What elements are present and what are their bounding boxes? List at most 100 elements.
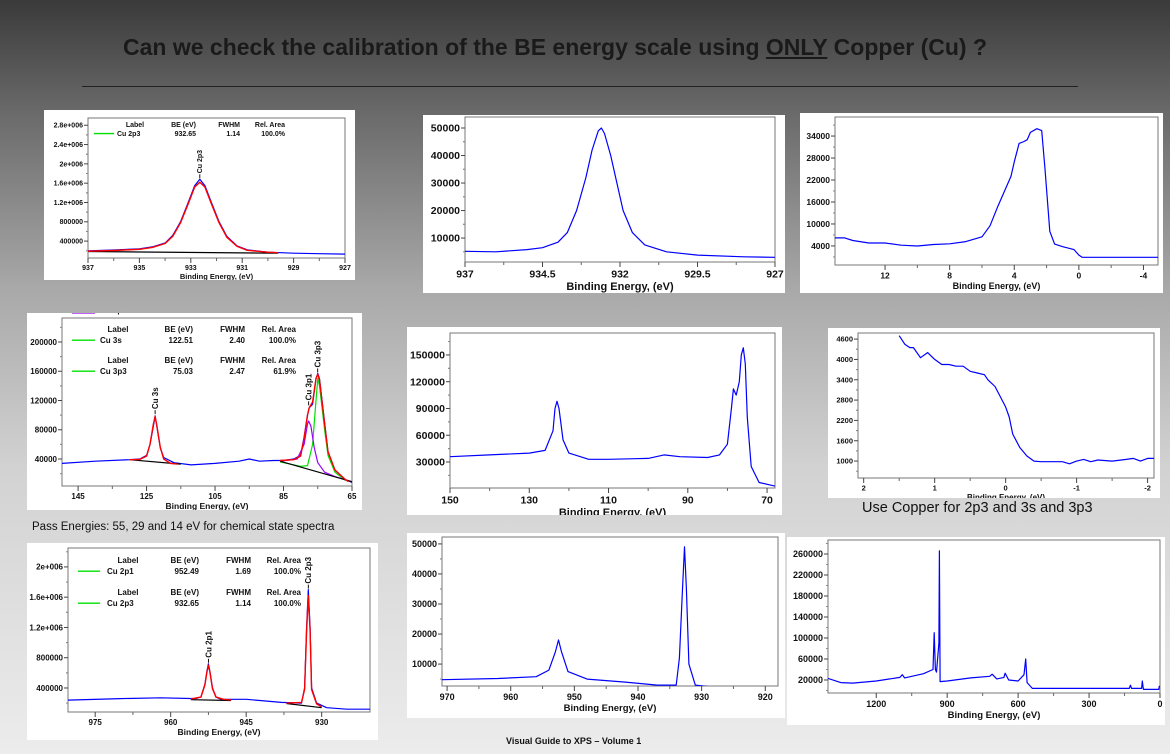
legend-area: 61.9%: [273, 367, 296, 376]
x-tick-label: 600: [1011, 699, 1026, 709]
y-tick-label: 40000: [35, 455, 58, 464]
x-tick-label: 975: [89, 718, 103, 727]
y-tick-label: 20000: [431, 205, 460, 217]
y-tick-label: 160000: [30, 367, 57, 376]
x-tick-label: 930: [694, 692, 709, 702]
chart-valence-band: 12 8 4 0 -4 Binding Energy, (eV) 4000 10000 1600…: [800, 113, 1163, 293]
legend-be: 77.67: [173, 313, 194, 315]
legend-fwhm: 1.14: [226, 131, 240, 138]
footer: Visual Guide to XPS – Volume 1: [506, 736, 642, 746]
x-tick-label: 934.5: [529, 269, 555, 281]
series-data: [465, 127, 775, 258]
chart-svg: 975 960 945 930 Binding Energy, (eV) 400000 80…: [29, 547, 371, 737]
x-tick-label: 970: [440, 692, 455, 702]
x-tick-label: 12: [880, 271, 890, 281]
y-tick-label: 10000: [806, 219, 830, 229]
x-axis-title: Binding Energy, (eV): [178, 727, 261, 737]
legend-header-fwhm: FWHM: [220, 325, 245, 334]
x-axis-title: Binding Energy, (eV): [559, 507, 667, 515]
chart-svg: 970 960 950 940 930 920 Binding Energy, (eV) 10…: [412, 536, 779, 714]
y-tick-label: 180000: [793, 591, 823, 601]
series-data: [835, 128, 1158, 258]
legend-fwhm: 2.64: [229, 313, 245, 315]
y-tick-label: 4600: [836, 335, 853, 344]
series-data: [442, 546, 709, 686]
y-tick-label: 4000: [811, 241, 830, 251]
legend-fwhm: 1.69: [235, 567, 251, 576]
title-text: Can we check the calibration of the BE e…: [123, 34, 766, 60]
chart-cu3s-3p-raw: 150 130 110 90 70 Binding Energy, (eV) 30000 60…: [407, 327, 782, 515]
x-axis-title: Binding Energy, (eV): [180, 272, 254, 280]
plot-area: [61, 317, 353, 487]
y-tick-label: 150000: [410, 350, 445, 362]
series-data: [450, 347, 775, 487]
chart-svg: 12 8 4 0 -4 Binding Energy, (eV) 4000 10000 1600…: [806, 116, 1159, 291]
y-tick-label: 3400: [836, 375, 853, 384]
x-tick-label: 960: [164, 718, 178, 727]
x-tick-label: 4: [1012, 271, 1017, 281]
x-tick-label: 105: [208, 492, 222, 501]
legend-header-label: Label: [118, 556, 139, 565]
legend-label: Cu 2p3: [117, 131, 140, 138]
x-tick-label: 927: [766, 269, 784, 281]
legend-header-label: Label: [108, 325, 129, 334]
chart-svg: 937 935 933 931 929 927 Binding Energy, (eV) 40…: [54, 117, 351, 280]
series-background: [88, 250, 279, 254]
legend-header-label: Label: [118, 588, 139, 597]
y-tick-label: 50000: [431, 123, 460, 135]
legend-header-fwhm: FWHM: [218, 122, 240, 129]
legend-area: 100.0%: [274, 567, 301, 576]
x-tick-label: 145: [71, 492, 85, 501]
y-tick-label: 90000: [416, 403, 445, 415]
series-data: [898, 335, 1154, 465]
y-tick-label: 120000: [30, 396, 57, 405]
x-tick-label: 940: [630, 692, 645, 702]
x-tick-label: 125: [140, 492, 154, 501]
y-tick-label: 400000: [36, 684, 63, 693]
x-tick-label: 1: [933, 484, 937, 493]
peak-label: Cu 3p1: [304, 373, 313, 400]
y-tick-label: 30000: [416, 457, 445, 469]
x-tick-label: 1200: [866, 699, 886, 709]
x-tick-label: 920: [758, 692, 773, 702]
chart-cu2p3-raw: 937 934.5 932 929.5 927 Binding Energy, (eV) 1…: [423, 115, 785, 293]
y-tick-label: 2.8e+006: [54, 123, 83, 130]
y-tick-label: 40000: [431, 150, 460, 162]
y-tick-label: 50000: [412, 539, 437, 549]
x-axis-title: Binding Energy, (eV): [166, 501, 249, 510]
legend-area: 100.0%: [261, 131, 286, 138]
legend-area: 100.0%: [274, 599, 301, 608]
series-fit: [129, 415, 178, 465]
y-tick-label: 60000: [416, 430, 445, 442]
x-tick-label: 0: [1004, 484, 1008, 493]
y-tick-label: 220000: [793, 570, 823, 580]
x-tick-label: 150: [441, 495, 459, 507]
y-tick-label: 80000: [35, 426, 58, 435]
y-tick-label: 1.6e+006: [54, 181, 83, 188]
use-copper-note: Use Copper for 2p3 and 3s and 3p3: [862, 500, 1093, 516]
chart-svg: 2 1 0 -1 -2 Binding Energy, (eV) 1000 1600 2200 2…: [836, 332, 1155, 498]
y-tick-label: 1000: [836, 457, 853, 466]
y-tick-label: 1600: [836, 436, 853, 445]
x-tick-label: 950: [567, 692, 582, 702]
legend-be: 75.03: [173, 367, 194, 376]
chart-fermi-edge: 2 1 0 -1 -2 Binding Energy, (eV) 1000 1600 2200 2…: [828, 328, 1160, 498]
x-tick-label: 931: [236, 265, 248, 272]
x-tick-label: 900: [940, 699, 955, 709]
plot-area: [87, 117, 346, 259]
x-axis-title: Binding Energy, (eV): [948, 710, 1041, 721]
series-component-cu-3p3: [279, 377, 352, 483]
plot-area: [857, 332, 1155, 479]
legend-header-area: Rel. Area: [262, 356, 297, 365]
legend-be: 932.65: [175, 131, 197, 138]
title-divider: [82, 86, 1078, 87]
x-axis-title: Binding Energy, (eV): [967, 493, 1045, 498]
x-tick-label: 929.5: [684, 269, 710, 281]
x-tick-label: 937: [456, 269, 474, 281]
plot-area: [449, 332, 776, 489]
legend-header-fwhm: FWHM: [226, 556, 251, 565]
y-tick-label: 30000: [431, 178, 460, 190]
plot-area: [827, 539, 1161, 694]
x-tick-label: 300: [1082, 699, 1097, 709]
series-fit: [190, 664, 232, 701]
